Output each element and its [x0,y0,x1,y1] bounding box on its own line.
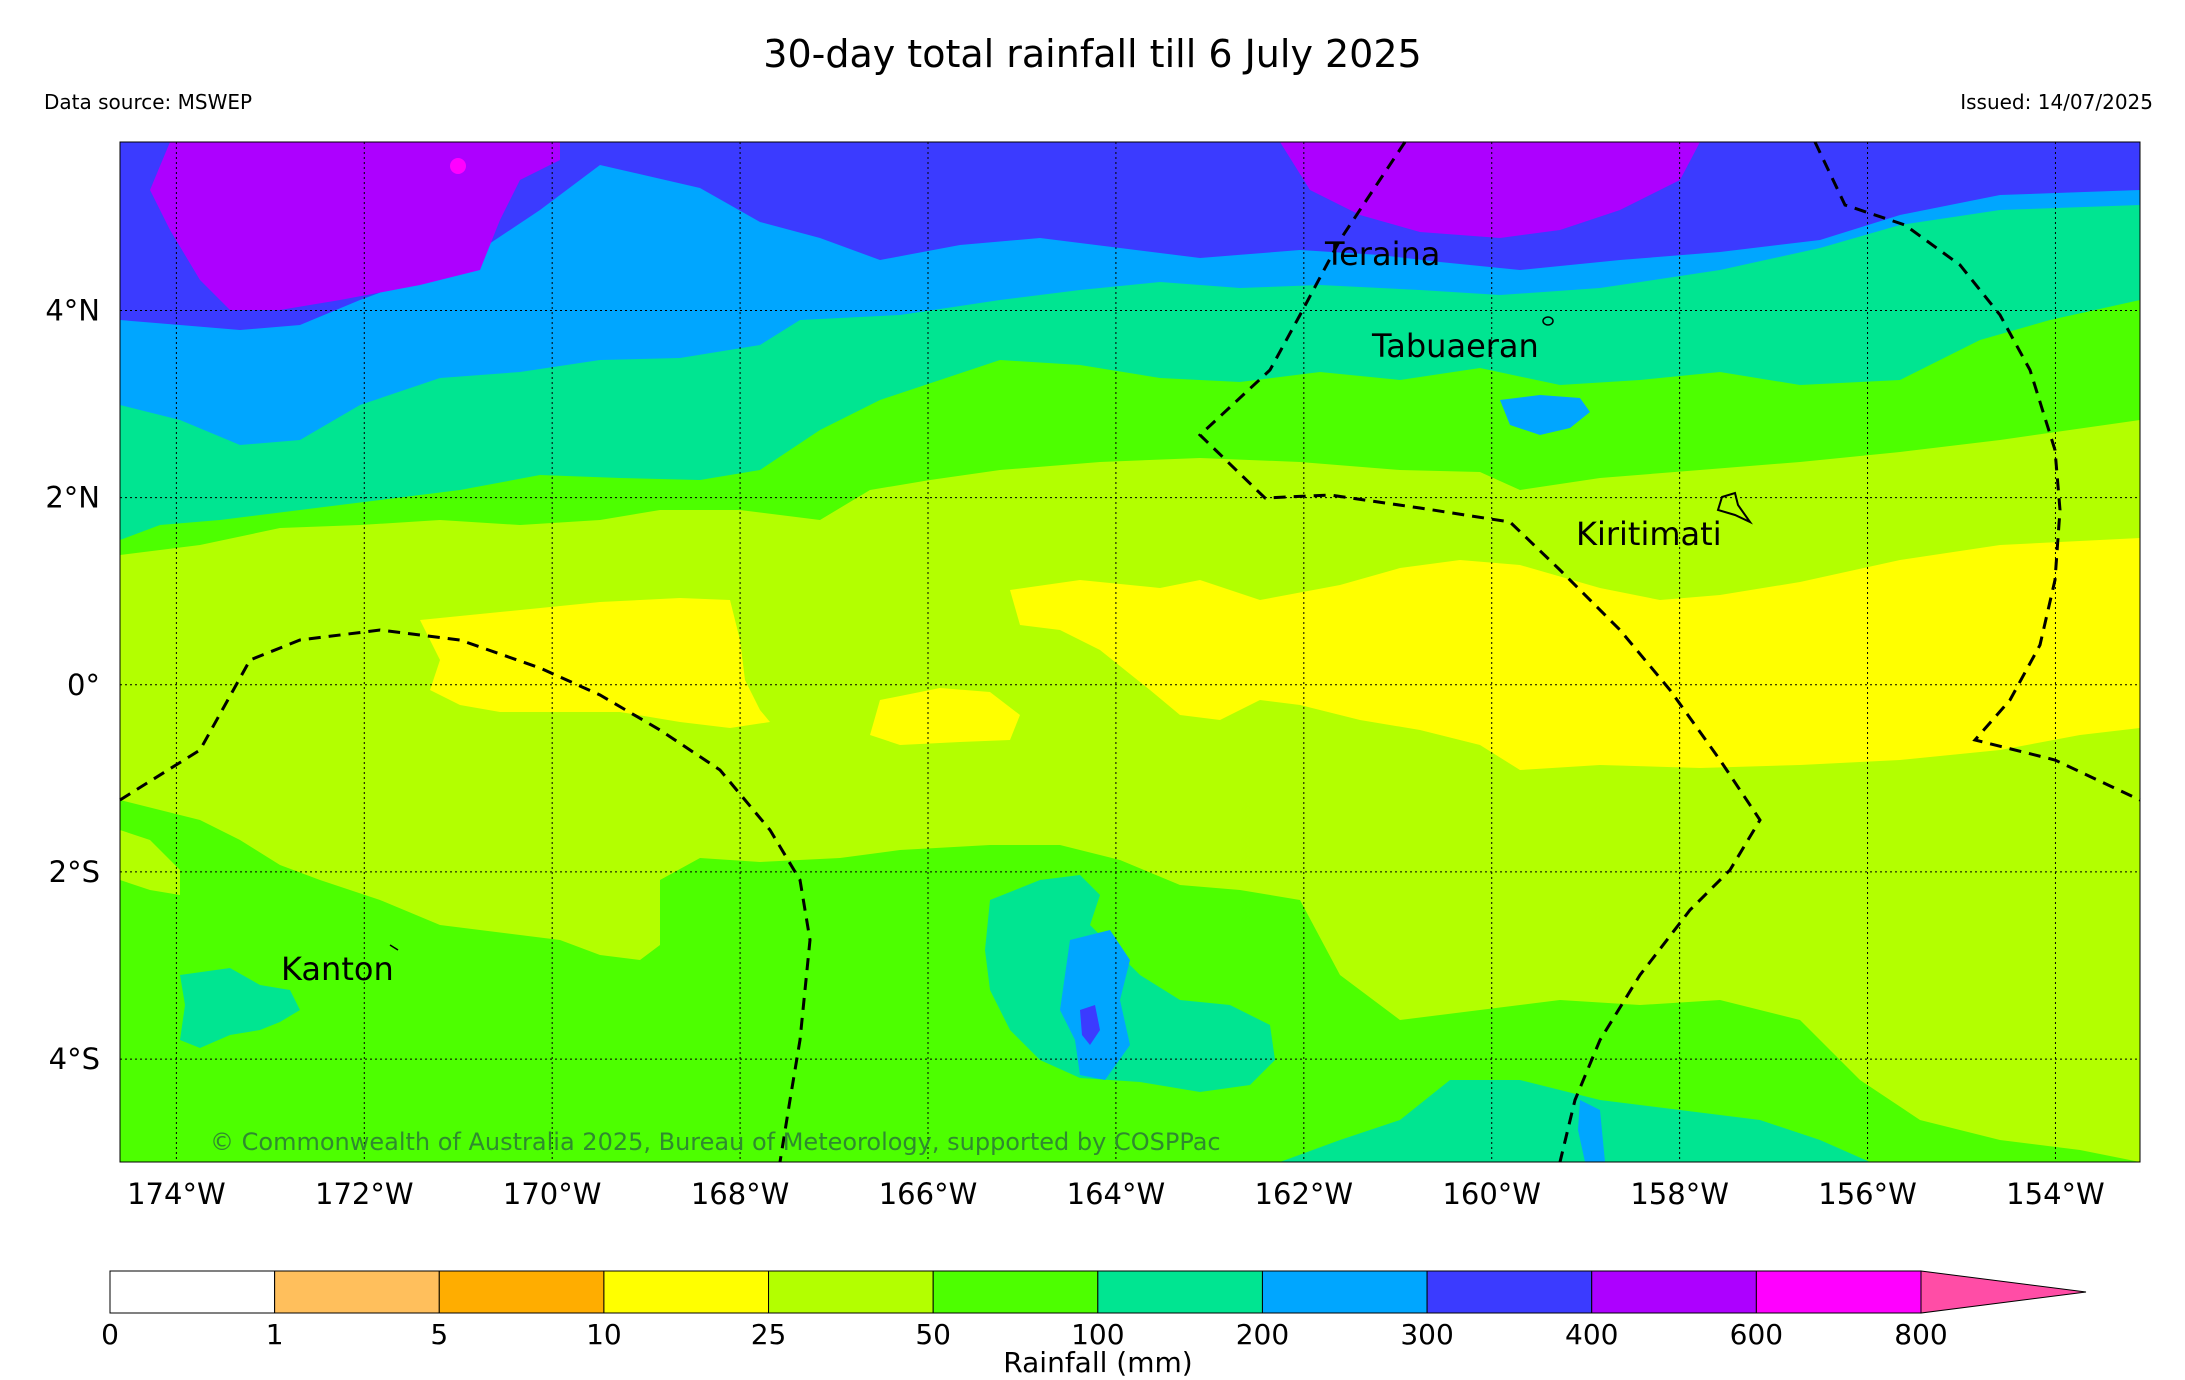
longitude-tick-label: 160°W [1442,1177,1541,1211]
band-10-25-mid [870,688,1020,745]
latitude-tick-label: 2°S [49,855,100,889]
longitude-tick-label: 164°W [1067,1177,1166,1211]
colorbar-segment [932,1270,1099,1314]
band-10-25-west [420,598,770,728]
longitude-tick-label: 166°W [879,1177,978,1211]
colorbar-tick-labels: 0 1 5 10 25 50 100 200 300 400 600 800 [101,1318,1948,1351]
latitude-tick-labels: 4°N 2°N 0° 2°S 4°S [45,293,100,1076]
place-label-tabuaeran: Tabuaeran [1371,327,1539,365]
colorbar-segment [603,1270,770,1314]
colorbar-label: Rainfall (mm) [1003,1346,1192,1379]
colorbar-tick-label: 0 [101,1318,119,1351]
longitude-tick-label: 168°W [691,1177,790,1211]
colorbar-tick-label: 100 [1071,1318,1124,1351]
colorbar-segment [438,1270,605,1314]
band-400-600 [150,142,560,310]
band-100-200-south [985,875,1275,1092]
latitude-tick-label: 0° [67,668,100,702]
longitude-tick-label: 156°W [1818,1177,1917,1211]
graticule [120,142,2140,1162]
longitude-tick-label: 154°W [2006,1177,2105,1211]
band-300-400-south [1080,1005,1100,1045]
longitude-tick-label: 174°W [127,1177,226,1211]
colorbar-tick-label: 300 [1400,1318,1453,1351]
band-100-200-southwest [180,968,300,1048]
map-frame [119,141,2141,1163]
colorbar-tick-label: 1 [266,1318,284,1351]
band-100-200-southeast [1280,1080,1870,1162]
colorbar-segment [109,1270,276,1314]
map-title: 30-day total rainfall till 6 July 2025 [763,32,1422,76]
colorbar-tick-label: 25 [751,1318,787,1351]
issued-date-label: Issued: 14/07/2025 [1960,90,2153,114]
kiritimati-island-outline [1716,491,1753,525]
latitude-tick-label: 4°S [49,1042,100,1076]
longitude-tick-label: 170°W [503,1177,602,1211]
colorbar-segment [1755,1270,1922,1314]
colorbar-tick-label: 10 [586,1318,622,1351]
colorbar-segment [1261,1270,1428,1314]
band-200-300-southeast [1578,1100,1605,1162]
colorbar-segment [1097,1270,1263,1314]
rainfall-field [120,142,2140,1162]
colorbar-segment [1591,1270,1757,1314]
copyright-notice: © Commonwealth of Australia 2025, Bureau… [210,1128,1221,1156]
colorbar-segment [274,1270,440,1314]
band-200-300-tabuaeran [1500,395,1590,435]
latitude-tick-label: 4°N [45,293,100,327]
colorbar [109,1270,2087,1314]
colorbar-tick-label: 600 [1730,1318,1783,1351]
place-label-kanton: Kanton [281,950,394,988]
longitude-tick-labels: 174°W 172°W 170°W 168°W 166°W 164°W 162°W 160°W… [127,1177,2105,1211]
band-600-800-spot [450,158,466,174]
eez-boundary-east [1813,141,2141,802]
latitude-tick-label: 2°N [45,481,100,515]
colorbar-tick-label: 5 [430,1318,448,1351]
band-400-600-east [1280,142,1700,238]
colorbar-segment [1426,1270,1593,1314]
eez-boundary-line-islands [1197,141,1762,1163]
longitude-tick-label: 172°W [315,1177,414,1211]
band-25-50-west-edge [120,830,180,895]
band-10-25-east [1010,538,2140,770]
place-label-teraina: Teraina [1324,235,1440,273]
colorbar-segment [768,1270,934,1314]
colorbar-tick-label: 50 [915,1318,951,1351]
colorbar-tick-label: 800 [1894,1318,1947,1351]
kanton-island-outline [389,944,399,951]
longitude-tick-label: 158°W [1630,1177,1729,1211]
colorbar-tick-label: 400 [1565,1318,1618,1351]
eez-boundaries [119,141,2141,1163]
colorbar-tick-label: 200 [1236,1318,1289,1351]
colorbar-extend-arrow [1920,1270,2087,1314]
data-source-label: Data source: MSWEP [44,90,253,114]
eez-boundary-phoenix [119,628,812,1163]
tabuaeran-island-outline [1542,316,1554,326]
longitude-tick-label: 162°W [1255,1177,1354,1211]
place-label-kiritimati: Kiritimati [1576,515,1722,553]
